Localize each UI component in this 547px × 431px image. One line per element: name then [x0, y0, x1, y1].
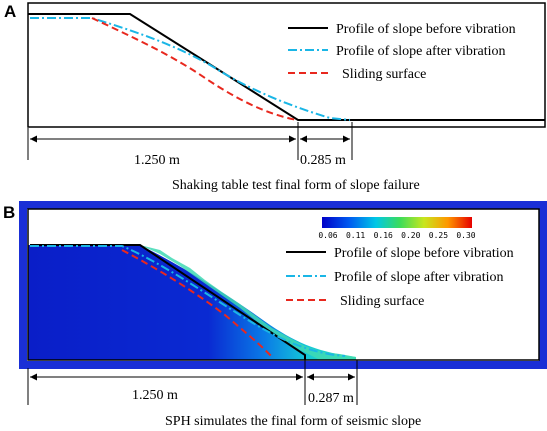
panel-b-legend-before: Profile of slope before vibration: [334, 246, 514, 261]
panel-a: A Profile of slope before vibration Prof…: [4, 2, 546, 193]
colorbar-tick-label: 0.06: [318, 231, 337, 240]
panel-a-dimensions: 1.250 m 0.285 m: [27, 122, 353, 168]
panel-b-caption: SPH simulates the final form of seismic …: [165, 414, 421, 429]
panel-a-frame: [27, 2, 546, 128]
panel-b-inner-frame: [27, 208, 540, 361]
panel-b-profile-after: [30, 245, 346, 357]
panel-a-sliding-surface: [91, 17, 298, 121]
panel-b-surface-particles: [140, 245, 356, 360]
panel-a-caption: Shaking table test final form of slope f…: [172, 178, 420, 193]
panel-b-letter: B: [3, 203, 15, 222]
panel-b-dim-right: 0.287 m: [308, 391, 354, 406]
colorbar-tick-label: 0.30: [456, 231, 475, 240]
panel-a-letter: A: [4, 2, 16, 21]
panel-a-dim-left: 1.250 m: [134, 153, 180, 168]
panel-b-sliding-surface: [121, 249, 273, 358]
panel-a-legend-sliding: Sliding surface: [342, 67, 426, 82]
panel-b-legend-sliding: Sliding surface: [340, 294, 424, 309]
panel-b: B 0.06 0.11 0.16 0.20 0.25 0.30 Profile of sl…: [3, 201, 547, 429]
panel-b-colorbar: 0.06 0.11 0.16 0.20 0.25 0.30: [318, 217, 476, 240]
colorbar-tick-label: 0.16: [374, 231, 393, 240]
colorbar-tick-label: 0.25: [429, 231, 448, 240]
panel-a-legend-before: Profile of slope before vibration: [336, 22, 516, 37]
panel-a-profile-after: [30, 17, 351, 121]
panel-b-dim-left: 1.250 m: [132, 388, 178, 403]
panel-b-dimensions: 1.250 m 0.287 m: [27, 360, 358, 406]
panel-a-dim-right: 0.285 m: [300, 153, 346, 168]
panel-b-legend: Profile of slope before vibration Profil…: [286, 246, 514, 309]
panel-b-legend-after: Profile of slope after vibration: [334, 270, 504, 285]
panel-a-legend-after: Profile of slope after vibration: [336, 44, 506, 59]
panel-a-legend: Profile of slope before vibration Profil…: [288, 22, 516, 82]
colorbar-tick-label: 0.11: [346, 231, 365, 240]
colorbar-tick-label: 0.20: [401, 231, 420, 240]
